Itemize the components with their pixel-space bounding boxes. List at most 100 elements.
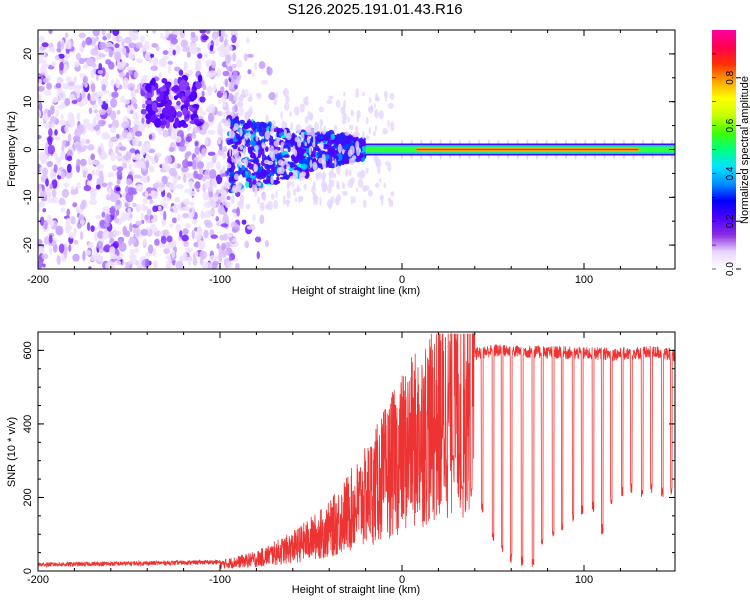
- spectrogram-cell: [73, 75, 77, 84]
- spectrogram-x-ticks: -200 -100 0 100: [27, 30, 658, 286]
- spectrogram-cell: [133, 174, 142, 179]
- spectrogram-cell: [373, 102, 376, 109]
- spectrogram-cell: [60, 207, 66, 213]
- spectrogram-cell: [152, 248, 157, 257]
- spectrogram-cell: [241, 165, 245, 171]
- spectrogram-cell: [281, 135, 288, 139]
- spectrogram-cell: [174, 66, 181, 72]
- spectrogram-cell: [166, 99, 172, 106]
- spectrogram-cell: [229, 146, 232, 157]
- spectrogram-cell: [168, 47, 174, 57]
- spectrogram-cell: [207, 151, 216, 156]
- spectrogram-cell: [354, 131, 360, 137]
- spectrogram-cell: [224, 201, 231, 209]
- spectrogram-cell: [147, 244, 154, 254]
- spectrogram-cell: [244, 240, 250, 249]
- spectrogram-cell: [243, 53, 248, 62]
- spectrogram-cell: [204, 138, 209, 145]
- spectrogram-cell: [90, 153, 96, 161]
- spectrogram-cell: [111, 164, 119, 172]
- spectrogram-cell: [78, 32, 86, 39]
- spectrogram-cell: [60, 151, 66, 160]
- colorbar-tick-label: 0.4: [725, 166, 736, 180]
- spectrogram-cell: [321, 159, 326, 166]
- spectrogram-cell: [76, 112, 81, 121]
- spectrogram-cell: [109, 237, 115, 244]
- spectrogram-cell: [276, 176, 280, 181]
- spectrogram-cell: [252, 157, 260, 165]
- spectrogram-cell: [299, 103, 305, 113]
- spectrogram-cell: [184, 188, 191, 194]
- spectrogram-cell: [51, 179, 58, 189]
- spectrogram-cell: [92, 30, 100, 37]
- spectrogram-cell: [143, 142, 151, 152]
- spectrogram-cell: [185, 96, 190, 104]
- spectrogram-cell: [232, 186, 238, 193]
- spectrogram-cell: [221, 185, 225, 193]
- spectrogram-cell: [43, 90, 52, 96]
- spectrogram-cell: [71, 99, 78, 104]
- spectrogram-cell: [298, 159, 303, 164]
- spectrogram-cell: [247, 53, 254, 58]
- spectrogram-cell: [294, 136, 300, 143]
- spectrogram-cell: [146, 92, 152, 99]
- spectrogram-cell: [199, 30, 207, 34]
- spectrogram-cell: [84, 82, 88, 88]
- spectrogram-cell: [107, 32, 112, 40]
- spectrogram-cell: [152, 205, 159, 213]
- spectrogram-cell: [64, 124, 70, 133]
- spectrogram-cell: [102, 230, 109, 240]
- spectrogram-cell: [246, 118, 252, 127]
- spectrogram-cell: [107, 171, 115, 178]
- spectrogram-cell: [220, 223, 229, 228]
- spectrogram-cell: [348, 169, 352, 177]
- spectrogram-cell: [245, 181, 250, 188]
- spectrogram-cell: [39, 200, 46, 208]
- spectrogram-cell: [114, 43, 120, 49]
- spectrogram-cell: [333, 143, 337, 148]
- spectrogram-cell: [319, 118, 324, 127]
- spectrogram-cell: [220, 30, 226, 38]
- spectrogram-cell: [253, 163, 257, 173]
- spectrogram-cell: [74, 61, 80, 68]
- spectrogram-cell: [87, 93, 91, 101]
- spectrogram-cell: [128, 30, 133, 38]
- spectrogram-cell: [218, 121, 222, 130]
- spectrogram-cell: [52, 197, 58, 204]
- spectrogram-cell: [189, 183, 193, 193]
- spectrogram-cell: [209, 70, 217, 76]
- spectrogram-cell: [252, 122, 258, 126]
- spectrogram-cell: [222, 152, 226, 160]
- spectrogram-cell: [196, 173, 204, 180]
- spectrogram-cell: [232, 52, 236, 62]
- spectrogram-cell: [113, 230, 122, 236]
- spectrogram-cell: [160, 120, 167, 126]
- spectrogram-cell: [241, 219, 247, 225]
- spectrogram-cell: [291, 132, 296, 141]
- spectrogram-cell: [201, 90, 205, 97]
- spectrogram-cell: [321, 184, 327, 193]
- spectrogram-cell: [46, 82, 53, 90]
- spectrogram-cell: [157, 205, 162, 211]
- spectrogram-cell: [268, 141, 276, 146]
- spectrogram-cell: [261, 142, 266, 148]
- spectrogram-cell: [255, 134, 259, 142]
- spectrogram-cell: [176, 100, 181, 106]
- spectrogram-cell: [108, 49, 113, 58]
- colorbar-label: Normalized spectral amplitude: [739, 76, 750, 224]
- spectrogram-cell: [249, 106, 253, 115]
- spectrogram-cell: [239, 119, 245, 124]
- spectrogram-cell: [327, 160, 332, 165]
- spectrogram-cell: [148, 134, 153, 140]
- spectrogram-cell: [345, 139, 352, 144]
- x-tick-label: -100: [209, 274, 231, 286]
- spectrogram-cell: [223, 181, 229, 189]
- spectrogram-cell: [207, 112, 215, 123]
- spectrogram-cell: [116, 166, 124, 172]
- spectrogram-cell: [215, 174, 223, 185]
- spectrogram-cell: [331, 151, 336, 156]
- spectrogram-cell: [377, 165, 381, 175]
- spectrogram-cell: [126, 133, 132, 142]
- spectrogram-cell: [115, 187, 121, 192]
- spectrogram-cell: [64, 53, 70, 60]
